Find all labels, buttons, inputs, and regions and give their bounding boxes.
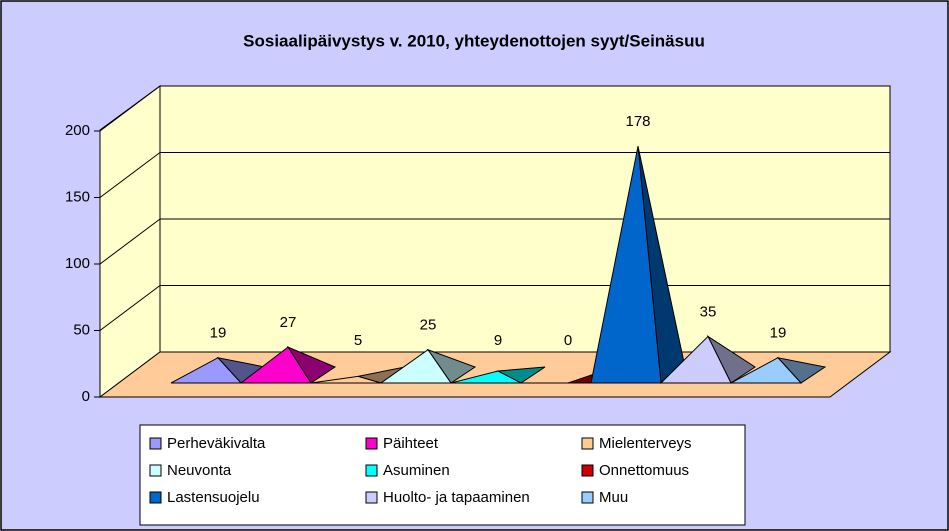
pyramid-front	[450, 370, 522, 384]
data-label: 27	[280, 314, 297, 331]
grid-line	[99, 85, 161, 132]
legend-label: Neuvonta	[167, 462, 232, 479]
data-label: 5	[354, 332, 362, 349]
legend-label: Perheväkivalta	[167, 435, 266, 452]
data-label: 178	[625, 113, 650, 130]
legend-swatch	[581, 437, 594, 450]
data-label: 19	[770, 325, 787, 342]
grid-line	[99, 152, 161, 198]
y-tick-label: 150	[65, 188, 90, 205]
legend-swatch	[581, 464, 594, 477]
legend-swatch	[581, 491, 594, 504]
pyramid	[730, 356, 827, 384]
data-label: 35	[700, 303, 717, 320]
pyramid-front	[659, 335, 732, 384]
legend-label: Asuminen	[383, 462, 450, 479]
pyramid	[590, 146, 686, 384]
legend-label: Muu	[599, 489, 628, 506]
pyramid-front	[310, 375, 382, 384]
pyramid-front	[379, 349, 452, 384]
pyramid	[379, 348, 477, 384]
pyramid-front	[239, 346, 312, 384]
y-tick-label: 50	[73, 321, 90, 338]
pyramid-front	[170, 357, 243, 384]
legend-label: Huolto- ja tapaaminen	[383, 489, 530, 506]
legend-label: Onnettomuus	[599, 462, 689, 479]
legend-swatch	[365, 491, 378, 504]
data-label: 25	[420, 317, 437, 334]
legend-swatch	[149, 437, 162, 450]
legend-label: Lastensuojelu	[167, 489, 260, 506]
y-tick-label: 100	[65, 255, 90, 272]
pyramid-front	[590, 146, 662, 384]
pyramid-front	[730, 357, 803, 384]
legend-swatch	[365, 464, 378, 477]
grid-line	[99, 285, 161, 331]
legend-swatch	[365, 437, 378, 450]
data-label: 19	[210, 325, 227, 342]
legend-swatch	[149, 491, 162, 504]
chart-title: Sosiaalipäivystys v. 2010, yhteydenottoj…	[243, 31, 705, 50]
legend-label: Mielenterveys	[599, 435, 692, 452]
legend-swatch	[149, 464, 162, 477]
pyramid	[310, 366, 406, 384]
pyramid	[239, 345, 337, 384]
legend	[139, 424, 746, 526]
grid-line	[99, 218, 161, 265]
y-tick-label: 200	[65, 122, 90, 139]
data-label: 0	[564, 332, 572, 349]
pyramid	[659, 335, 756, 384]
pyramid	[450, 366, 546, 384]
legend-label: Päihteet	[383, 435, 439, 452]
y-tick-label: 0	[82, 388, 90, 405]
data-label: 9	[494, 332, 502, 349]
